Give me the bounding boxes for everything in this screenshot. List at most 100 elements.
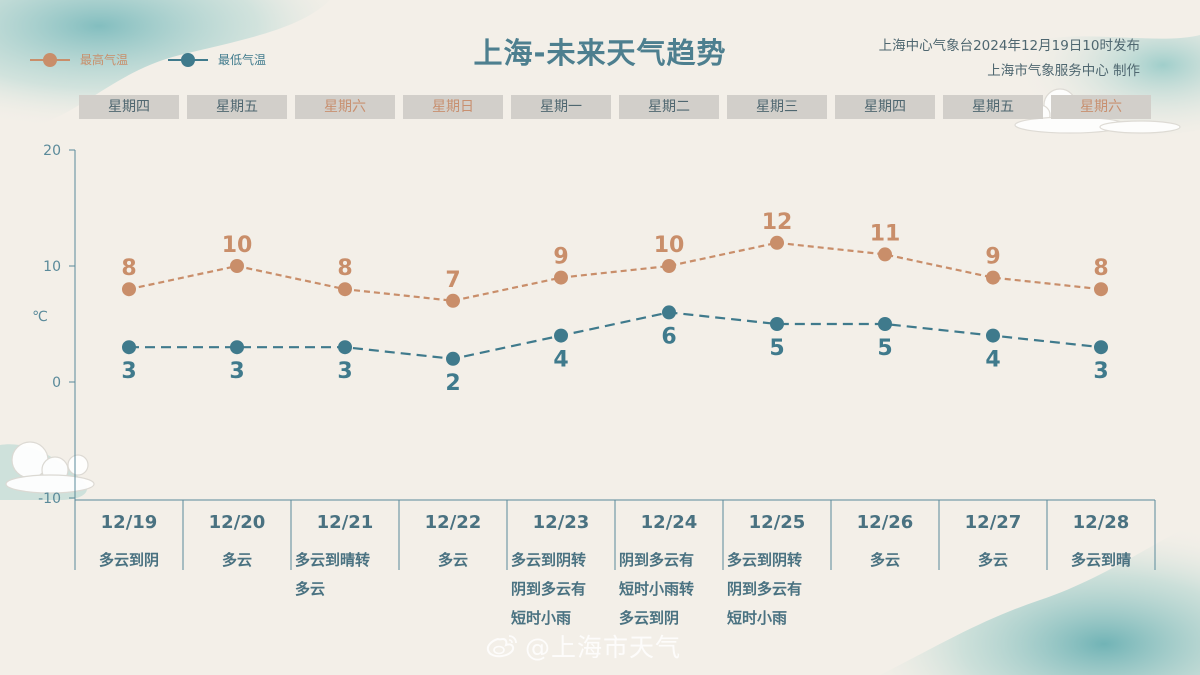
high-temp-point [986, 270, 1000, 285]
date-label: 12/21 [316, 512, 374, 533]
high-temp-point [554, 270, 568, 285]
high-temp-label: 8 [337, 256, 352, 281]
low-temp-point [230, 340, 244, 355]
weather-condition-line: 多云到阴转 [511, 551, 587, 569]
weather-condition: 多云到阴转阴到多云有短时小雨 [727, 546, 831, 633]
weather-condition-line: 短时小雨 [511, 609, 572, 627]
low-temp-point [770, 317, 784, 331]
high-temp-point [770, 235, 784, 250]
high-temp-point [338, 282, 352, 297]
high-temp-point [1094, 282, 1108, 297]
weather-condition: 多云 [399, 546, 507, 575]
weekday-label: 星期五 [943, 95, 1043, 119]
high-temp-label: 10 [654, 233, 685, 258]
weather-condition-line: 阴到多云有 [511, 580, 587, 598]
legend-item-low: 最低气温 [168, 51, 266, 68]
high-temp-label: 12 [762, 210, 793, 235]
weather-condition-line: 多云到阴转 [727, 551, 803, 569]
low-temp-label: 2 [445, 371, 460, 396]
high-temp-label: 9 [985, 245, 1000, 270]
weather-condition: 多云到阴转阴到多云有短时小雨 [511, 546, 615, 633]
weather-condition-line: 多云 [437, 551, 468, 569]
y-tick-label: 0 [52, 375, 61, 391]
high-temp-point [878, 247, 892, 262]
low-temp-label: 3 [121, 359, 136, 384]
weather-condition: 多云 [831, 546, 939, 575]
y-tick-label: -10 [38, 491, 61, 507]
low-temp-label: 5 [877, 336, 892, 361]
low-temp-point [446, 351, 460, 366]
weather-condition-line: 阴到多云有 [727, 580, 803, 598]
low-temp-point [1094, 340, 1108, 355]
high-temp-point [122, 282, 136, 297]
weather-condition-line: 多云 [221, 551, 252, 569]
issuer-line-2: 上海市气象服务中心 制作 [987, 63, 1140, 79]
page-title: 上海-未来天气趋势 [473, 36, 727, 70]
chart-legend: 最高气温 最低气温 [30, 51, 306, 68]
weekday-label: 星期一 [511, 95, 611, 119]
weather-condition: 多云 [939, 546, 1047, 575]
low-temp-label: 3 [1093, 359, 1108, 384]
low-temp-point [122, 340, 136, 355]
high-temp-label: 11 [870, 221, 901, 246]
weather-condition: 多云 [183, 546, 291, 575]
legend-item-high: 最高气温 [30, 51, 128, 68]
low-temp-point [554, 328, 568, 343]
weekday-label: 星期六 [1051, 95, 1151, 119]
date-label: 12/25 [748, 512, 806, 533]
date-label: 12/19 [100, 512, 158, 533]
legend-high-label: 最高气温 [80, 53, 129, 67]
weather-condition: 多云到晴转 多云 [295, 546, 399, 604]
weather-condition-line: 短时小雨转 [619, 580, 695, 598]
low-temp-point [338, 340, 352, 355]
weekday-label: 星期五 [187, 95, 287, 119]
weekday-label: 星期四 [79, 95, 179, 119]
watermark-text: @上海市天气 [525, 633, 682, 662]
date-label: 12/26 [856, 512, 914, 533]
legend-high-marker [30, 52, 70, 67]
watermark: @上海市天气 [485, 628, 681, 664]
weather-condition-line: 多云到阴 [619, 609, 680, 627]
weather-condition-line: 多云到阴 [98, 551, 159, 569]
weather-condition-line: 多云 [295, 580, 326, 598]
issuer-line-1: 上海中心气象台2024年12月19日10时发布 [878, 38, 1140, 54]
high-temp-point [662, 259, 676, 273]
y-tick-label: 20 [43, 143, 61, 159]
date-label: 12/27 [964, 512, 1022, 533]
low-temp-point [662, 305, 676, 320]
weekday-row: 星期四 星期五 星期六 星期日 星期一 星期二 星期三 星期四 星期五 星期六 [0, 95, 1200, 119]
low-temp-point [986, 328, 1000, 343]
date-label: 12/28 [1072, 512, 1130, 533]
weather-condition: 多云到阴 [75, 546, 183, 575]
weekday-label: 星期六 [295, 95, 395, 119]
date-label: 12/23 [532, 512, 590, 533]
date-label: 12/22 [424, 512, 482, 533]
high-temp-point [446, 293, 460, 308]
weather-condition-line: 短时小雨 [727, 609, 788, 627]
y-axis-unit: ℃ [32, 309, 48, 325]
high-temp-line [128, 241, 1102, 302]
weather-condition-line: 多云 [977, 551, 1008, 569]
legend-low-marker [168, 52, 209, 67]
weekday-label: 星期二 [619, 95, 719, 119]
low-temp-label: 3 [229, 359, 244, 384]
legend-low-label: 最低气温 [218, 53, 267, 67]
high-temp-label: 8 [1093, 256, 1108, 281]
date-label: 12/24 [640, 512, 698, 533]
high-temp-label: 10 [222, 233, 253, 258]
low-temp-point [878, 317, 892, 331]
high-temp-label: 9 [553, 245, 568, 270]
low-temp-label: 3 [337, 359, 352, 384]
low-temp-label: 4 [985, 348, 1000, 373]
weather-condition-line: 多云 [869, 551, 900, 569]
weather-condition: 阴到多云有 短时小雨转 多云到阴 [619, 546, 723, 633]
weekday-label: 星期四 [835, 95, 935, 119]
weekday-label: 星期三 [727, 95, 827, 119]
weekday-label: 星期日 [403, 95, 503, 119]
y-tick-label: 10 [43, 259, 61, 275]
high-temp-label: 7 [445, 268, 460, 293]
high-temp-point [230, 259, 244, 273]
issuer-info: 上海中心气象台2024年12月19日10时发布 上海市气象服务中心 制作 [879, 34, 1140, 84]
low-temp-line [129, 311, 1102, 360]
